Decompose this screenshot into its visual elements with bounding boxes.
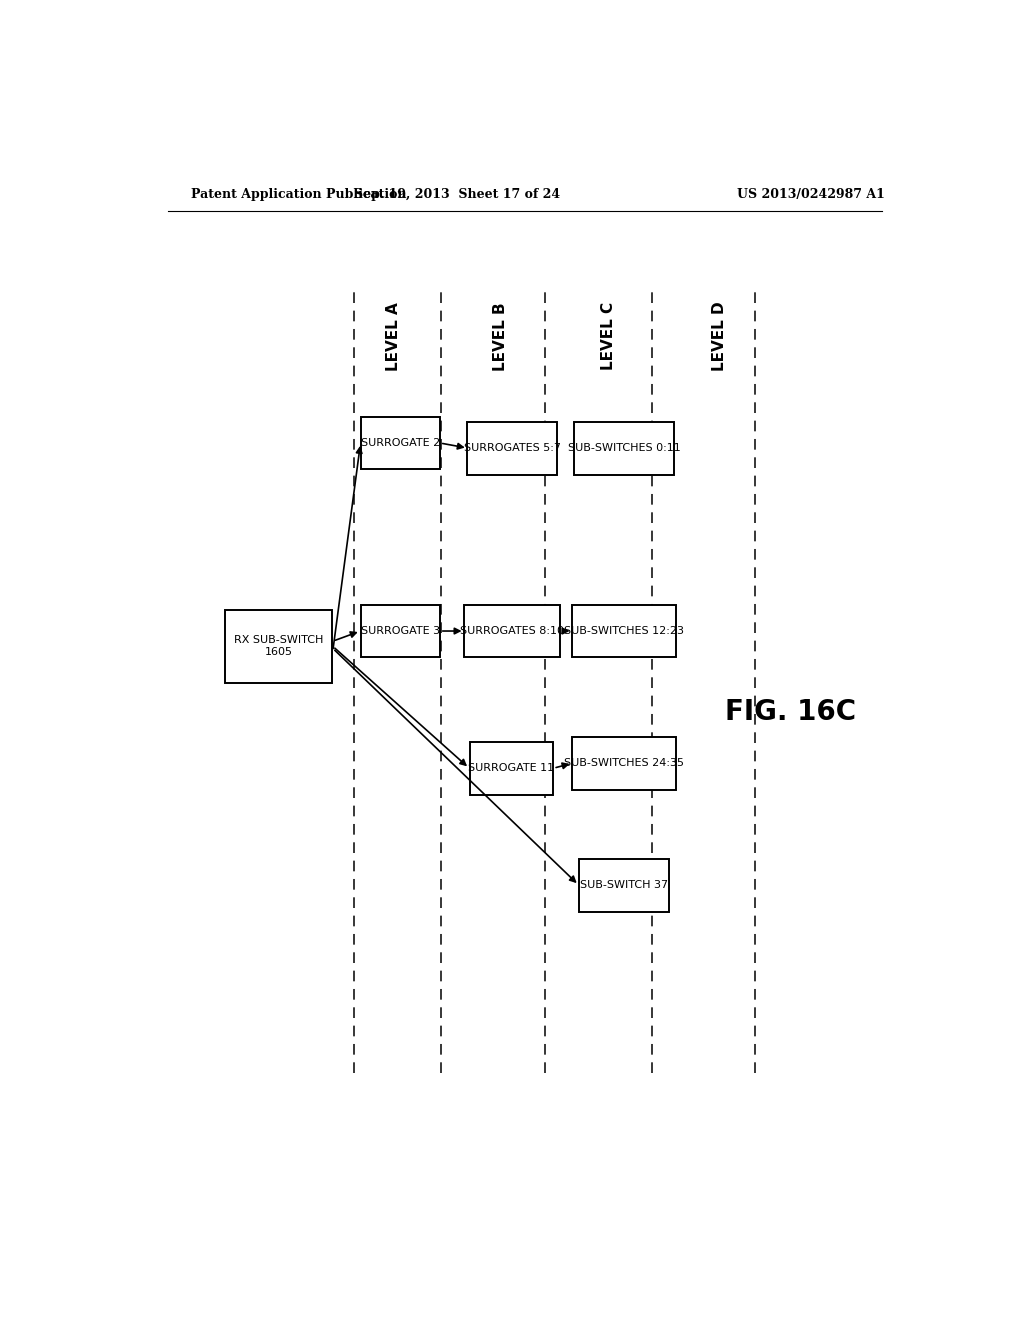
Bar — [574, 421, 674, 474]
Bar — [360, 417, 440, 470]
Text: LEVEL C: LEVEL C — [601, 302, 615, 371]
Text: LEVEL D: LEVEL D — [712, 301, 727, 371]
Bar — [572, 605, 676, 657]
Bar — [580, 859, 669, 912]
Text: LEVEL A: LEVEL A — [386, 302, 401, 371]
Text: LEVEL B: LEVEL B — [494, 302, 509, 371]
Text: Patent Application Publication: Patent Application Publication — [191, 189, 407, 202]
Text: SUB-SWITCH 37: SUB-SWITCH 37 — [580, 880, 668, 890]
Text: SURROGATE 3: SURROGATE 3 — [360, 626, 439, 636]
Bar — [360, 605, 440, 657]
Text: SURROGATE 11: SURROGATE 11 — [468, 763, 554, 774]
Bar — [465, 605, 560, 657]
Text: SUB-SWITCHES 12:23: SUB-SWITCHES 12:23 — [564, 626, 684, 636]
Bar — [467, 421, 557, 474]
Bar — [470, 742, 553, 795]
Text: RX SUB-SWITCH
1605: RX SUB-SWITCH 1605 — [234, 635, 324, 657]
Text: SURROGATES 8:10: SURROGATES 8:10 — [460, 626, 564, 636]
Text: SURROGATE 2: SURROGATE 2 — [360, 438, 440, 447]
Text: FIG. 16C: FIG. 16C — [725, 698, 856, 726]
Text: SUB-SWITCHES 0:11: SUB-SWITCHES 0:11 — [567, 444, 680, 453]
Text: SUB-SWITCHES 24:35: SUB-SWITCHES 24:35 — [564, 758, 684, 768]
Text: SURROGATES 5:7: SURROGATES 5:7 — [464, 444, 560, 453]
Bar — [572, 737, 676, 789]
Text: Sep. 19, 2013  Sheet 17 of 24: Sep. 19, 2013 Sheet 17 of 24 — [354, 189, 560, 202]
Text: US 2013/0242987 A1: US 2013/0242987 A1 — [736, 189, 885, 202]
Bar — [225, 610, 333, 682]
